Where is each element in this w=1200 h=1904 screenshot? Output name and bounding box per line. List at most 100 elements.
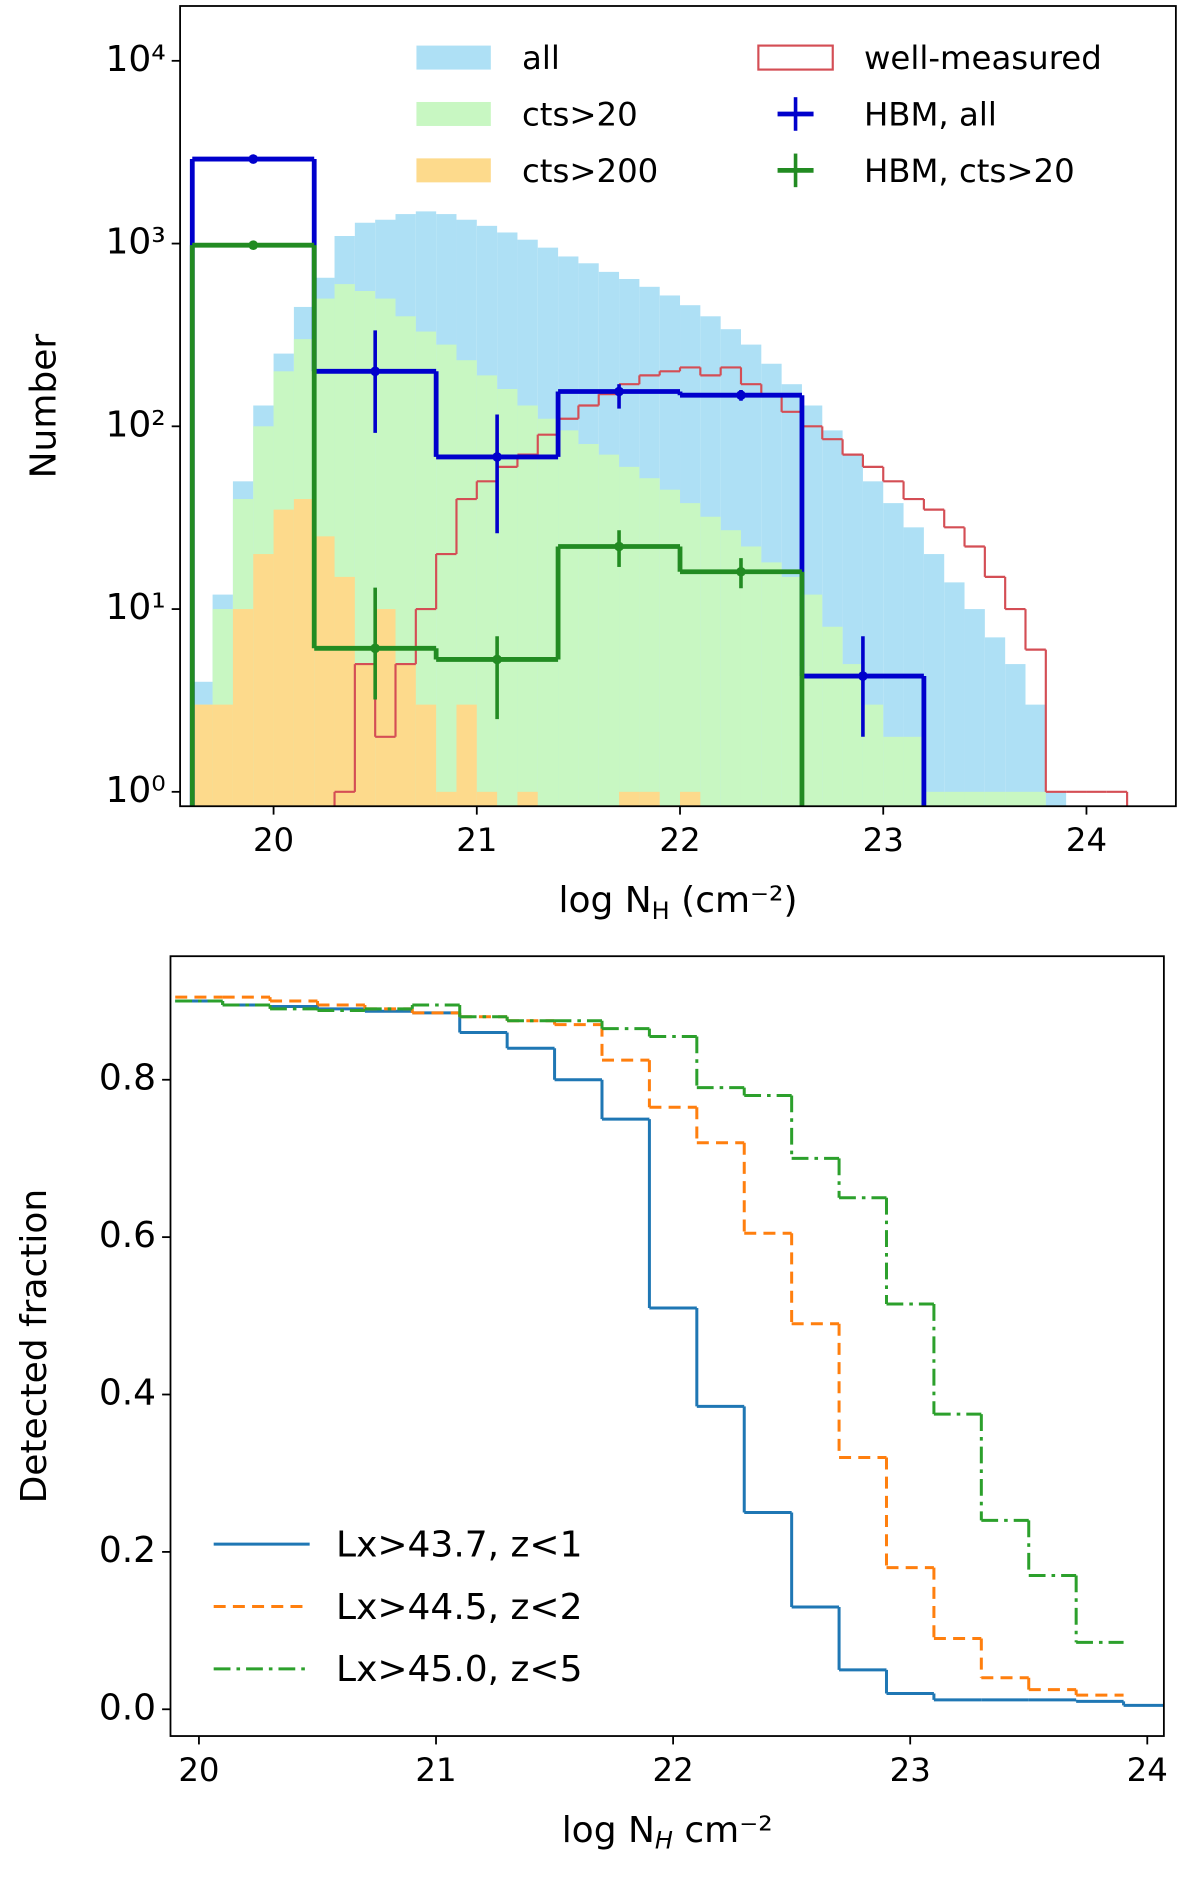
hist-bar	[354, 664, 376, 807]
x-tick-label: 24	[1127, 1751, 1168, 1789]
hist-bar	[192, 704, 213, 807]
hist-bar	[984, 637, 1006, 807]
legend-swatch	[757, 44, 834, 71]
hist-bar	[903, 527, 924, 807]
hist-bar	[517, 405, 538, 807]
legend-swatch	[416, 158, 491, 183]
hist-bar	[293, 499, 315, 807]
x-label-main: log N	[558, 880, 651, 921]
legend-label: HBM, all	[864, 95, 997, 133]
hist-bar	[436, 344, 457, 807]
x-label-sub: H	[655, 1827, 673, 1855]
hist-bar	[761, 562, 782, 807]
hbm-point	[614, 386, 624, 397]
hist-bar	[619, 466, 640, 807]
x-axis-label: log NH (cm⁻²)	[558, 880, 797, 925]
hist-bar	[558, 430, 579, 807]
plot	[189, 154, 1129, 807]
y-tick-label: 10²	[105, 404, 165, 445]
x-label-sub: H	[652, 897, 670, 925]
hist-bar	[517, 791, 538, 807]
y-tick-label: 0.2	[99, 1530, 156, 1571]
hist-bar	[415, 704, 437, 807]
hist-bar	[212, 704, 233, 807]
hist-bar	[740, 546, 762, 807]
hist-bar	[232, 609, 254, 807]
panel: Lx>43.7, z<1 Lx>44.5, z<2 Lx>45.0, z<5 20 21…	[14, 955, 1168, 1855]
hist-bar	[720, 530, 741, 807]
hist-bar	[700, 516, 721, 807]
y-tick-label: 0.6	[99, 1215, 156, 1256]
hist-bar	[944, 791, 965, 807]
y-tick-label: 10¹	[105, 587, 165, 628]
hist-bar	[314, 536, 335, 807]
hist-bar	[944, 582, 965, 807]
y-tick-label: 10⁰	[105, 770, 165, 811]
x-label-unit: cm⁻²	[673, 1810, 773, 1851]
legend-label: Lx>45.0, z<5	[336, 1649, 582, 1690]
hbm-point	[736, 566, 746, 577]
legend-label: cts>20	[522, 95, 638, 133]
y-tick-label: 0.0	[99, 1687, 156, 1728]
hist-bar	[781, 576, 802, 807]
x-tick-label: 21	[456, 821, 497, 859]
hist-bar	[984, 791, 1006, 807]
axes-frame	[179, 5, 1177, 808]
hist-bar	[476, 791, 498, 807]
hist-bar	[923, 554, 945, 807]
x-label-unit: (cm⁻²)	[670, 880, 798, 921]
legend-label: HBM, cts>20	[864, 152, 1075, 190]
x-tick-label: 23	[890, 1751, 931, 1789]
hbm-point	[736, 390, 746, 401]
y-tick-label: 0.4	[99, 1373, 156, 1414]
hbm-point	[492, 452, 502, 462]
panel: all cts>20 cts>200 well-measured HBM, all HBM…	[24, 5, 1177, 925]
hist-bar	[903, 736, 924, 807]
hist-bar	[578, 444, 599, 807]
y-tick-label: 10³	[105, 222, 165, 263]
hist-bar	[639, 478, 660, 807]
hist-bar	[883, 503, 904, 807]
y-axis-label: Detected fraction	[14, 1189, 55, 1504]
axes-frame	[169, 955, 1165, 1737]
hist-bar	[964, 791, 985, 807]
x-tick-label: 20	[253, 821, 294, 859]
hist-bar	[375, 609, 396, 807]
hist-bar	[659, 489, 681, 807]
legend-swatch	[416, 101, 491, 126]
hist-bar	[883, 736, 904, 807]
step-riser	[221, 1001, 1078, 1643]
legend-label: Lx>43.7, z<1	[336, 1524, 582, 1565]
x-tick-label: 24	[1066, 821, 1107, 859]
hist-bar	[476, 375, 498, 807]
hist-bar	[537, 418, 559, 807]
x-tick-label: 20	[178, 1751, 219, 1789]
hbm-point	[248, 240, 259, 250]
hist-bar	[1005, 791, 1026, 807]
x-tick-label: 21	[415, 1751, 456, 1789]
x-axis-label: log NH cm⁻²	[562, 1810, 773, 1855]
x-tick-label: 22	[659, 821, 700, 859]
x-label-main: log N	[562, 1810, 655, 1851]
plot	[175, 995, 1164, 1707]
hbm-point	[370, 366, 380, 377]
hist-bar	[334, 576, 355, 807]
legend-swatch	[416, 45, 491, 70]
hist-bar	[1045, 791, 1067, 807]
hist-bar	[862, 704, 884, 807]
hist-bar	[842, 664, 863, 807]
hist-bar	[801, 594, 823, 807]
hist-bar	[1025, 791, 1046, 807]
hist-bar	[680, 503, 701, 807]
y-tick-label: 0.8	[99, 1058, 156, 1099]
hbm-point	[492, 654, 502, 665]
hbm-point	[248, 154, 259, 164]
x-tick-label: 23	[863, 821, 904, 859]
hist-bar	[639, 791, 660, 807]
hist-bar	[253, 554, 274, 807]
hist-bar	[822, 626, 843, 807]
y-tick-label: 10⁴	[105, 39, 165, 80]
hist-bar	[964, 609, 985, 807]
legend-label: cts>200	[522, 152, 658, 190]
